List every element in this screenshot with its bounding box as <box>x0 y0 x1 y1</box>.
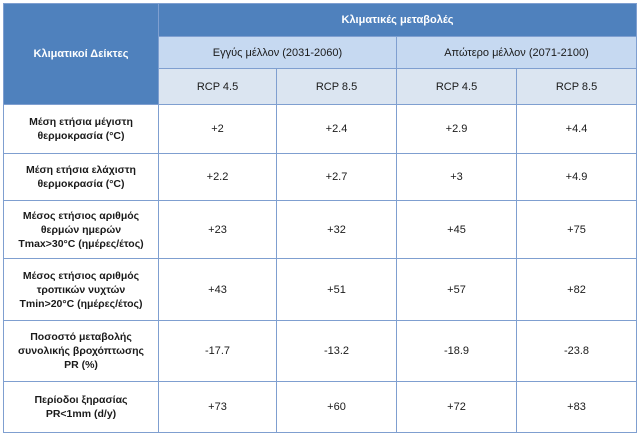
value-cell: -13.2 <box>276 320 397 382</box>
rcp45-far-header: RCP 4.5 <box>396 68 517 105</box>
table-row: Μέση ετήσια ελάχιστη θερμοκρασία (°C) +2… <box>3 153 637 201</box>
table-row: Περίοδοι ξηρασίας PR<1mm (d/y) +73 +60 +… <box>3 381 637 433</box>
value-cell: +2.4 <box>276 104 397 154</box>
value-cell: +51 <box>276 258 397 321</box>
value-cell: +57 <box>396 258 517 321</box>
near-future-header: Εγγύς μέλλον (2031-2060) <box>158 36 397 69</box>
value-cell: +2 <box>158 104 277 154</box>
value-cell: +82 <box>516 258 637 321</box>
value-cell: +60 <box>276 381 397 433</box>
table-row: Μέσος ετήσιος αριθμός θερμών ημερών Tmax… <box>3 200 637 259</box>
value-cell: +2.7 <box>276 153 397 201</box>
value-cell: +75 <box>516 200 637 259</box>
row-label-line: συνολικής βροχόπτωσης <box>17 345 145 357</box>
value-cell: -18.9 <box>396 320 517 382</box>
climate-indicators-table: Κλιματικοί Δείκτες Κλιματικές μεταβολές … <box>3 3 637 433</box>
row-label-line: PR<1mm (d/y) <box>45 408 117 420</box>
far-future-header: Απώτερο μέλλον (2071-2100) <box>396 36 637 69</box>
row-label: Μέση ετήσια ελάχιστη θερμοκρασία (°C) <box>3 153 159 201</box>
row-label-line: θερμοκρασία (°C) <box>37 130 125 142</box>
table-row: Μέση ετήσια μέγιστη θερμοκρασία (°C) +2 … <box>3 104 637 154</box>
row-label-line: Tmax>30°C (ημέρες/έτος) <box>18 237 144 250</box>
value-cell: +4.9 <box>516 153 637 201</box>
climate-changes-header: Κλιματικές μεταβολές <box>158 3 637 37</box>
row-label-line: τροπικών νυχτών <box>36 283 126 296</box>
value-cell: +2.2 <box>158 153 277 201</box>
row-label-line: θερμοκρασία (°C) <box>37 178 125 190</box>
row-label-line: Περίοδοι ξηρασίας <box>34 394 128 406</box>
row-label: Μέσος ετήσιος αριθμός θερμών ημερών Tmax… <box>3 200 159 259</box>
row-label-line: Μέσος ετήσιος αριθμός <box>22 209 140 222</box>
value-cell: +4.4 <box>516 104 637 154</box>
row-label-line: Μέση ετήσια μέγιστη <box>29 116 133 128</box>
row-label-line: Tmin>20°C (ημέρες/έτος) <box>19 297 143 310</box>
row-label: Ποσοστό μεταβολής συνολικής βροχόπτωσης … <box>3 320 159 382</box>
rcp85-near-header: RCP 8.5 <box>276 68 397 105</box>
rcp85-far-header: RCP 8.5 <box>516 68 637 105</box>
value-cell: +73 <box>158 381 277 433</box>
value-cell: +43 <box>158 258 277 321</box>
value-cell: +72 <box>396 381 517 433</box>
row-label-line: Ποσοστό μεταβολής <box>30 331 132 343</box>
table-row: Μέσος ετήσιος αριθμός τροπικών νυχτών Tm… <box>3 258 637 321</box>
value-cell: +45 <box>396 200 517 259</box>
value-cell: +2.9 <box>396 104 517 154</box>
row-label-line: θερμών ημερών <box>40 223 122 236</box>
table-row: Ποσοστό μεταβολής συνολικής βροχόπτωσης … <box>3 320 637 382</box>
value-cell: -23.8 <box>516 320 637 382</box>
row-label-line: Μέσος ετήσιος αριθμός <box>22 269 140 282</box>
value-cell: +23 <box>158 200 277 259</box>
row-label-line: PR (%) <box>64 359 98 371</box>
value-cell: +3 <box>396 153 517 201</box>
row-label-line: Μέση ετήσια ελάχιστη <box>26 164 136 176</box>
value-cell: +32 <box>276 200 397 259</box>
rcp45-near-header: RCP 4.5 <box>158 68 277 105</box>
value-cell: -17.7 <box>158 320 277 382</box>
indicators-header: Κλιματικοί Δείκτες <box>3 3 159 105</box>
row-label: Μέσος ετήσιος αριθμός τροπικών νυχτών Tm… <box>3 258 159 321</box>
value-cell: +83 <box>516 381 637 433</box>
row-label: Μέση ετήσια μέγιστη θερμοκρασία (°C) <box>3 104 159 154</box>
row-label: Περίοδοι ξηρασίας PR<1mm (d/y) <box>3 381 159 433</box>
